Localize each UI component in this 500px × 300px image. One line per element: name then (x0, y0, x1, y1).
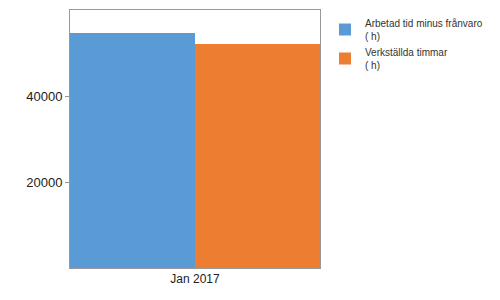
svg-text:20000: 20000 (26, 175, 62, 190)
svg-text:40000: 40000 (26, 89, 62, 104)
svg-text:Jan 2017: Jan 2017 (170, 272, 220, 286)
svg-text:Arbetad tid minus frånvaro( h): Arbetad tid minus frånvaro( h) (365, 18, 483, 42)
svg-text:Verkställda timmar( h): Verkställda timmar( h) (365, 47, 448, 71)
